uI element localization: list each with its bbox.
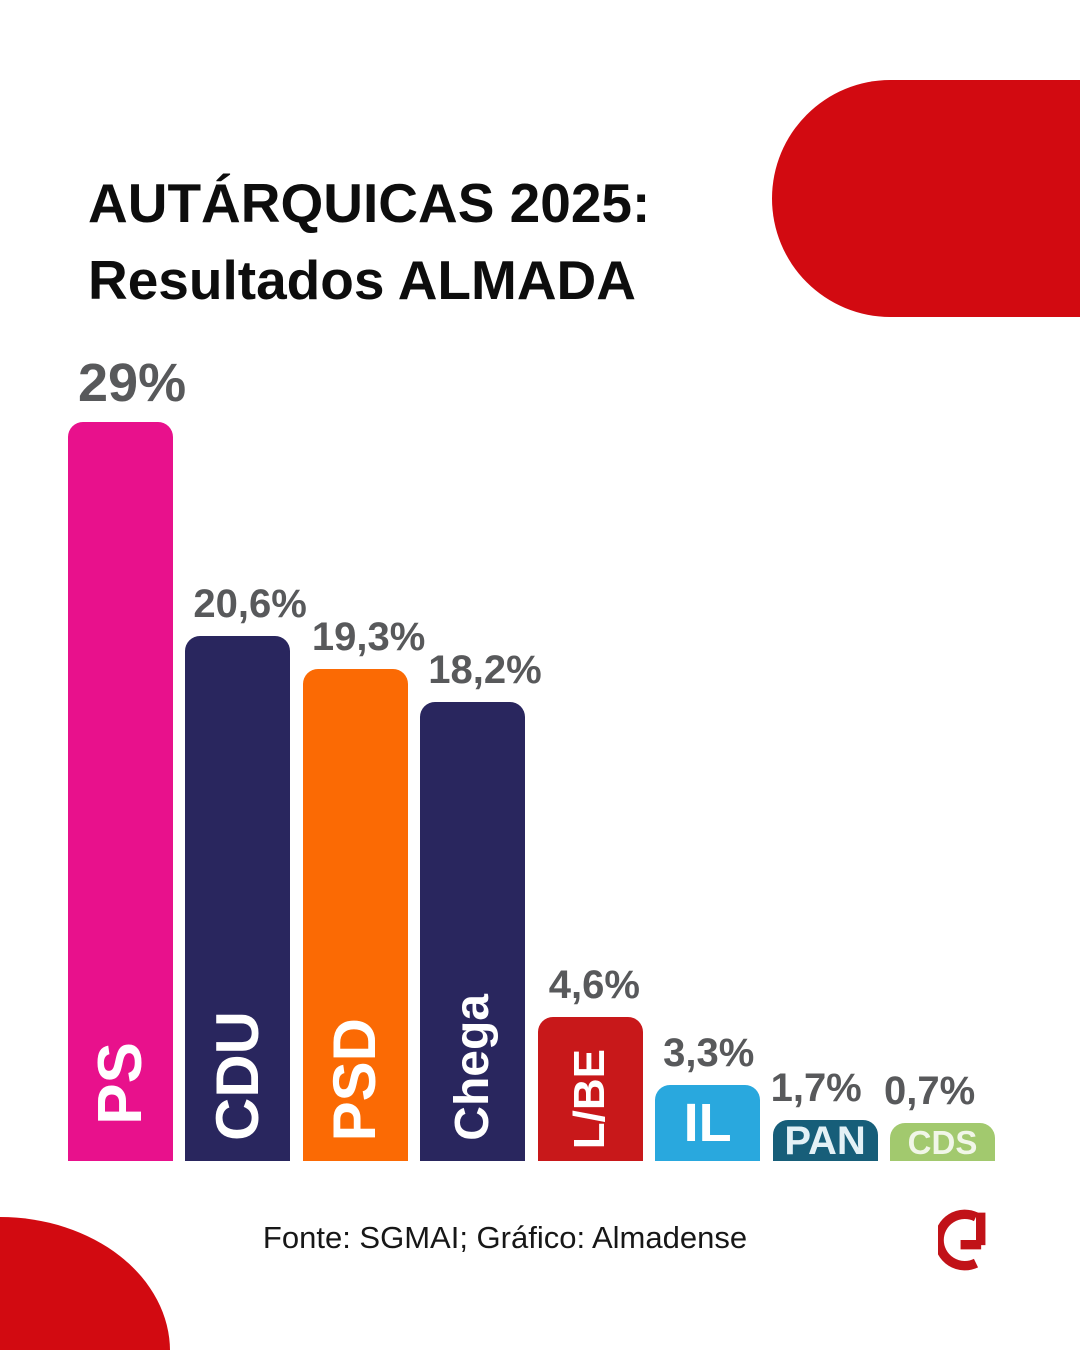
bar-category-label: PAN <box>784 1118 866 1163</box>
almadense-logo-icon <box>938 1209 986 1271</box>
bar-cdu: CDU <box>185 636 291 1161</box>
bar-l-be: L/BE <box>537 1017 643 1161</box>
bar-chart: PS 29% CDU 20,6% PSD 19,3% Chega 18,2% L/BE 4,6% I… <box>68 353 995 1163</box>
bar-category-label: PS <box>85 1042 155 1125</box>
page-title: AUTÁRQUICAS 2025: Resultados ALMADA <box>88 165 808 319</box>
bar-value-label: 4,6% <box>548 963 640 1007</box>
bar-value-label: 1,7% <box>770 1066 862 1110</box>
bar-value-label: 29% <box>78 353 187 413</box>
bar-value-label: 19,3% <box>311 615 426 659</box>
bar-value-label: 18,2% <box>428 648 542 692</box>
title-line-1: AUTÁRQUICAS 2025: <box>88 171 651 234</box>
bar-value-label: 20,6% <box>193 582 307 626</box>
bar-category-label: PSD <box>321 1017 389 1141</box>
bar-chega: Chega <box>420 702 526 1161</box>
bar-value-label: 0,7% <box>884 1069 976 1113</box>
bar-psd: PSD <box>302 669 408 1161</box>
bar-ps: PS <box>68 422 173 1161</box>
bar-category-label: CDU <box>203 1011 271 1141</box>
bar-pan: PAN <box>772 1118 878 1163</box>
bar-category-label: Chega <box>445 994 499 1141</box>
decorative-red-pill <box>772 80 1080 317</box>
bar-value-label: 3,3% <box>663 1031 755 1075</box>
bar-il: IL <box>655 1085 761 1161</box>
source-caption: Fonte: SGMAI; Gráfico: Almadense <box>262 1220 748 1255</box>
bar-cds: CDS <box>890 1123 995 1161</box>
bar-category-label: CDS <box>907 1123 978 1161</box>
bar-category-label: IL <box>683 1093 732 1153</box>
title-line-2: Resultados ALMADA <box>88 248 636 311</box>
bar-category-label: L/BE <box>565 1048 615 1149</box>
